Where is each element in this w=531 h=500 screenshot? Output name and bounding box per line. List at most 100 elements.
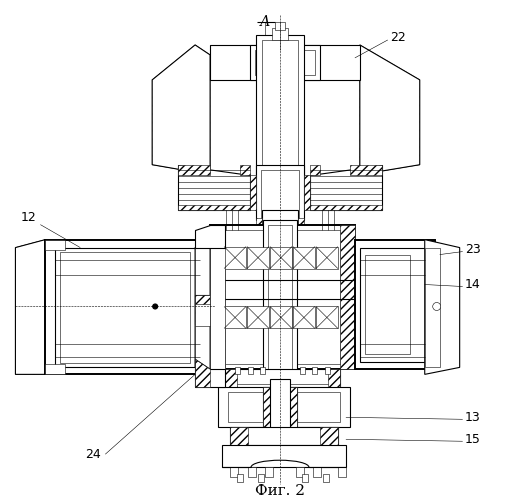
Bar — [275, 22, 285, 30]
Bar — [218, 388, 350, 428]
Bar — [225, 230, 340, 364]
Bar — [263, 220, 297, 380]
Polygon shape — [340, 224, 355, 370]
Polygon shape — [225, 370, 237, 388]
Bar — [55, 248, 200, 368]
Polygon shape — [178, 164, 210, 174]
Bar — [302, 474, 308, 482]
Bar — [425, 248, 440, 368]
Text: 14: 14 — [465, 278, 481, 291]
Polygon shape — [250, 174, 256, 210]
Polygon shape — [360, 45, 419, 174]
Bar — [210, 224, 355, 370]
Bar — [248, 467, 256, 477]
Text: Фиг. 2: Фиг. 2 — [255, 484, 305, 498]
Bar — [195, 248, 210, 368]
Polygon shape — [310, 204, 382, 210]
Bar — [45, 364, 65, 374]
Bar — [222, 446, 346, 467]
Bar — [272, 28, 288, 40]
Polygon shape — [152, 45, 210, 174]
Bar — [355, 240, 435, 370]
Text: А: А — [260, 15, 270, 29]
Bar — [300, 368, 305, 374]
Polygon shape — [195, 294, 210, 324]
Bar — [195, 304, 210, 326]
Bar — [247, 246, 269, 268]
Bar — [235, 368, 240, 374]
Text: 22: 22 — [390, 32, 406, 44]
Polygon shape — [263, 388, 271, 438]
Bar — [265, 467, 273, 477]
Polygon shape — [320, 45, 360, 80]
Polygon shape — [310, 164, 382, 210]
Bar — [225, 370, 340, 388]
Bar — [293, 306, 315, 328]
Bar — [270, 380, 290, 440]
Polygon shape — [240, 164, 250, 174]
Bar — [296, 467, 304, 477]
Bar — [323, 474, 329, 482]
Bar — [256, 164, 304, 220]
Bar — [270, 306, 292, 328]
Bar — [224, 306, 246, 328]
Bar — [235, 384, 330, 394]
Bar — [262, 40, 298, 174]
Polygon shape — [195, 360, 210, 388]
Text: 13: 13 — [465, 411, 481, 424]
Polygon shape — [195, 360, 225, 388]
Bar — [261, 170, 299, 220]
Bar — [195, 294, 210, 324]
Polygon shape — [328, 370, 340, 388]
Polygon shape — [210, 224, 225, 370]
Circle shape — [153, 304, 158, 309]
Bar — [268, 220, 292, 228]
Bar — [45, 240, 65, 250]
Bar — [260, 368, 265, 374]
Bar — [255, 50, 315, 75]
Polygon shape — [178, 164, 250, 210]
Bar — [316, 246, 338, 268]
Text: 15: 15 — [465, 433, 481, 446]
Text: 12: 12 — [20, 211, 36, 224]
Bar — [224, 246, 246, 268]
Polygon shape — [178, 204, 250, 210]
Bar — [316, 306, 338, 328]
Bar — [230, 467, 238, 477]
Bar — [210, 45, 360, 80]
Text: 23: 23 — [465, 243, 481, 256]
Bar — [293, 246, 315, 268]
Bar — [248, 368, 253, 374]
Bar — [360, 248, 425, 362]
Bar — [250, 45, 320, 80]
Polygon shape — [320, 428, 338, 446]
Bar — [230, 428, 338, 446]
Polygon shape — [256, 218, 262, 224]
Polygon shape — [310, 164, 320, 174]
Bar — [45, 240, 210, 374]
Polygon shape — [152, 45, 210, 174]
Bar — [263, 388, 297, 438]
Bar — [61, 252, 190, 364]
Bar — [338, 467, 346, 477]
Bar — [210, 224, 225, 370]
Bar — [312, 368, 317, 374]
Polygon shape — [15, 240, 45, 374]
Bar — [237, 474, 243, 482]
Polygon shape — [304, 174, 310, 210]
Circle shape — [433, 302, 441, 310]
Bar — [247, 306, 269, 328]
Polygon shape — [230, 428, 248, 446]
Bar — [258, 474, 264, 482]
Polygon shape — [195, 224, 225, 248]
Bar — [268, 224, 292, 374]
Polygon shape — [350, 164, 382, 174]
Polygon shape — [210, 45, 250, 80]
Polygon shape — [425, 240, 460, 374]
Polygon shape — [15, 240, 45, 374]
Bar — [313, 467, 321, 477]
Bar — [270, 246, 292, 268]
Polygon shape — [289, 388, 297, 438]
Polygon shape — [360, 45, 419, 174]
Text: 24: 24 — [85, 448, 101, 460]
